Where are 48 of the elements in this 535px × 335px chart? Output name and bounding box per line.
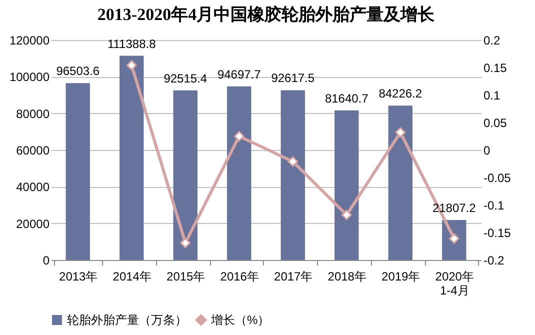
text: 111388.8 xyxy=(107,36,156,51)
x-tick-label: 2019年 xyxy=(382,270,420,284)
text: 84226.2 xyxy=(378,86,422,101)
text: 21807.2 xyxy=(432,201,476,216)
bar xyxy=(227,86,252,260)
x-tick-label: 2018年 xyxy=(328,270,366,284)
bar xyxy=(334,110,359,260)
legend-label: 增长（%） xyxy=(210,313,270,327)
text: 94697.7 xyxy=(217,67,261,82)
y2-tick-label: 0.05 xyxy=(484,116,508,130)
text: 96503.6 xyxy=(56,64,100,78)
bar xyxy=(388,106,412,260)
bar xyxy=(120,56,144,260)
bar xyxy=(173,90,198,260)
text: 92617.5 xyxy=(271,71,315,86)
x-tick-label: 2020年 1-4月 xyxy=(435,270,474,298)
x-tick-label: 2015年 xyxy=(166,270,206,284)
point xyxy=(234,131,244,142)
y-tick-label: 100000 xyxy=(9,70,50,84)
point xyxy=(126,60,137,71)
point xyxy=(288,156,298,167)
x-tick-label: 2016年 xyxy=(220,270,259,284)
x-tick-label: 2017年 xyxy=(274,270,313,284)
y2-tick-label: 0.1 xyxy=(484,88,501,102)
y2-tick-label: -0.1 xyxy=(484,198,505,212)
point xyxy=(180,238,191,248)
point xyxy=(395,127,406,138)
x-tick-label: 2013年 xyxy=(59,270,98,284)
y-tick-label: 40000 xyxy=(16,180,50,194)
y2-tick-label: -0.2 xyxy=(484,254,505,268)
y-tick-label: 80000 xyxy=(16,106,50,121)
y2-tick-label: 0 xyxy=(484,144,490,158)
chart-title: 2013-2020年4月中国橡胶轮胎外胎产量及增长 xyxy=(97,5,436,24)
y-tick-label: 120000 xyxy=(9,34,50,48)
y-tick-label: 0 xyxy=(42,254,50,268)
y-tick-label: 20000 xyxy=(16,216,50,231)
y2-tick-label: 0.2 xyxy=(484,34,501,48)
y2-tick-label: -0.15 xyxy=(484,226,512,240)
text: 92515.4 xyxy=(164,71,208,86)
point xyxy=(341,210,352,220)
text: 81640.7 xyxy=(324,91,368,106)
x-tick-label: 2014年 xyxy=(112,270,152,284)
y2-tick-label: 0.15 xyxy=(484,61,508,75)
y-tick-label: 60000 xyxy=(16,144,50,158)
bar xyxy=(280,90,305,260)
legend-label: 轮胎外胎产量（万条） xyxy=(67,313,187,327)
y2-tick-label: -0.05 xyxy=(484,171,512,185)
bar xyxy=(66,83,90,260)
